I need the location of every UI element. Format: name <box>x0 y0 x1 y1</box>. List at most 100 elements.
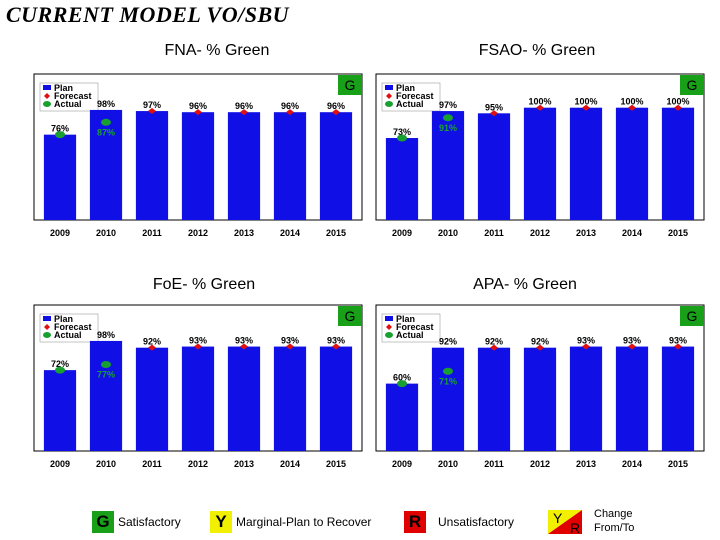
plan-label-2009: 60% <box>393 373 411 383</box>
plan-label-2010: 98% <box>97 99 115 109</box>
tick-label-2010: 2010 <box>438 228 458 238</box>
plan-label-2009: 72% <box>51 359 69 369</box>
legend-forecast-marker <box>44 93 50 99</box>
tick-label-2014: 2014 <box>280 228 300 238</box>
legend-label-plan: Plan <box>54 314 73 324</box>
bar-2013 <box>569 107 603 220</box>
plan-label-2010: 97% <box>439 100 457 110</box>
plan-label-2012: 92% <box>531 337 549 347</box>
forecast-marker-2014 <box>286 109 294 116</box>
forecast-marker-2014 <box>628 343 636 350</box>
y-status-box: Y <box>210 511 232 533</box>
tick-label-2013: 2013 <box>576 228 596 238</box>
legend-label-forecast: Forecast <box>54 322 92 332</box>
legend-plan-swatch <box>43 85 51 90</box>
status-letter: G <box>345 308 356 324</box>
legend-actual-marker <box>43 332 51 338</box>
bar-2009 <box>385 383 419 451</box>
forecast-marker-2015 <box>332 109 340 116</box>
chart-title-fsao: FSAO- % Green <box>478 42 596 59</box>
legend-label-forecast: Forecast <box>396 91 434 101</box>
legend-label-forecast: Forecast <box>396 322 434 332</box>
tick-label-2012: 2012 <box>188 228 208 238</box>
bar-2014 <box>615 346 649 451</box>
status-letter: G <box>687 77 698 93</box>
tick-label-2009: 2009 <box>392 228 412 238</box>
bar-2012 <box>523 347 557 451</box>
bar-2013 <box>227 112 261 220</box>
tick-label-2012: 2012 <box>530 459 550 469</box>
forecast-marker-2015 <box>674 343 682 350</box>
forecast-marker-2015 <box>674 104 682 111</box>
plan-label-2009: 76% <box>51 124 69 134</box>
tick-label-2014: 2014 <box>280 459 300 469</box>
forecast-marker-2011 <box>148 108 156 115</box>
tick-label-2009: 2009 <box>50 228 70 238</box>
forecast-marker-2013 <box>582 104 590 111</box>
tick-label-2015: 2015 <box>668 228 688 238</box>
actual-label-2010: 87% <box>97 127 115 137</box>
bar-2012 <box>181 346 215 451</box>
plan-label-2014: 93% <box>623 336 641 346</box>
plan-label-2011: 95% <box>485 102 503 112</box>
change-y-letter: Y <box>553 510 563 526</box>
plan-label-2014: 100% <box>620 97 643 107</box>
g-status-box: G <box>92 511 114 533</box>
legend-marginal: Y Marginal-Plan to Recover <box>210 510 371 534</box>
actual-marker-2009 <box>55 366 65 374</box>
actual-marker-2010 <box>443 114 453 122</box>
legend-label-actual: Actual <box>54 330 82 340</box>
actual-marker-2009 <box>397 380 407 388</box>
legend-label-actual: Actual <box>396 99 424 109</box>
actual-marker-2010 <box>101 361 111 369</box>
actual-label-2010: 91% <box>439 123 457 133</box>
actual-marker-2009 <box>55 131 65 139</box>
bar-2014 <box>273 346 307 451</box>
change-legend: Y R Change From/To <box>548 508 688 536</box>
plan-label-2013: 93% <box>577 336 595 346</box>
bar-2013 <box>227 346 261 451</box>
status-indicator <box>680 75 704 95</box>
legend-label-actual: Actual <box>396 330 424 340</box>
bar-2010 <box>89 340 123 451</box>
bar-2014 <box>615 107 649 220</box>
status-indicator <box>680 306 704 326</box>
actual-marker-2010 <box>101 118 111 126</box>
actual-marker-2010 <box>443 367 453 375</box>
plan-label-2015: 93% <box>327 336 345 346</box>
page-title: CURRENT MODEL VO/SBU <box>6 2 290 27</box>
bar-2014 <box>273 112 307 220</box>
tick-label-2009: 2009 <box>392 459 412 469</box>
bar-2009 <box>43 370 77 451</box>
bar-2011 <box>477 347 511 451</box>
tick-label-2015: 2015 <box>326 228 346 238</box>
status-letter: G <box>345 77 356 93</box>
plan-label-2010: 98% <box>97 330 115 340</box>
forecast-marker-2012 <box>194 343 202 350</box>
tick-label-2010: 2010 <box>96 459 116 469</box>
change-label-2: From/To <box>594 522 635 534</box>
status-indicator <box>338 75 362 95</box>
tick-label-2010: 2010 <box>96 228 116 238</box>
legend-plan-swatch <box>43 316 51 321</box>
bar-2010 <box>431 347 465 451</box>
status-letter: G <box>687 308 698 324</box>
tick-label-2015: 2015 <box>668 459 688 469</box>
status-indicator <box>338 306 362 326</box>
legend-unsatisfactory: R Unsatisfactory <box>404 510 514 534</box>
forecast-marker-2011 <box>490 110 498 117</box>
bar-2010 <box>431 111 465 220</box>
chart-title-apa: APA- % Green <box>473 276 577 293</box>
bar-2013 <box>569 346 603 451</box>
legend-actual-marker <box>43 101 51 107</box>
tick-label-2011: 2011 <box>484 459 504 469</box>
chart-title-fna: FNA- % Green <box>164 42 270 59</box>
plan-label-2011: 92% <box>143 337 161 347</box>
plan-label-2012: 100% <box>528 97 551 107</box>
tick-label-2012: 2012 <box>188 459 208 469</box>
